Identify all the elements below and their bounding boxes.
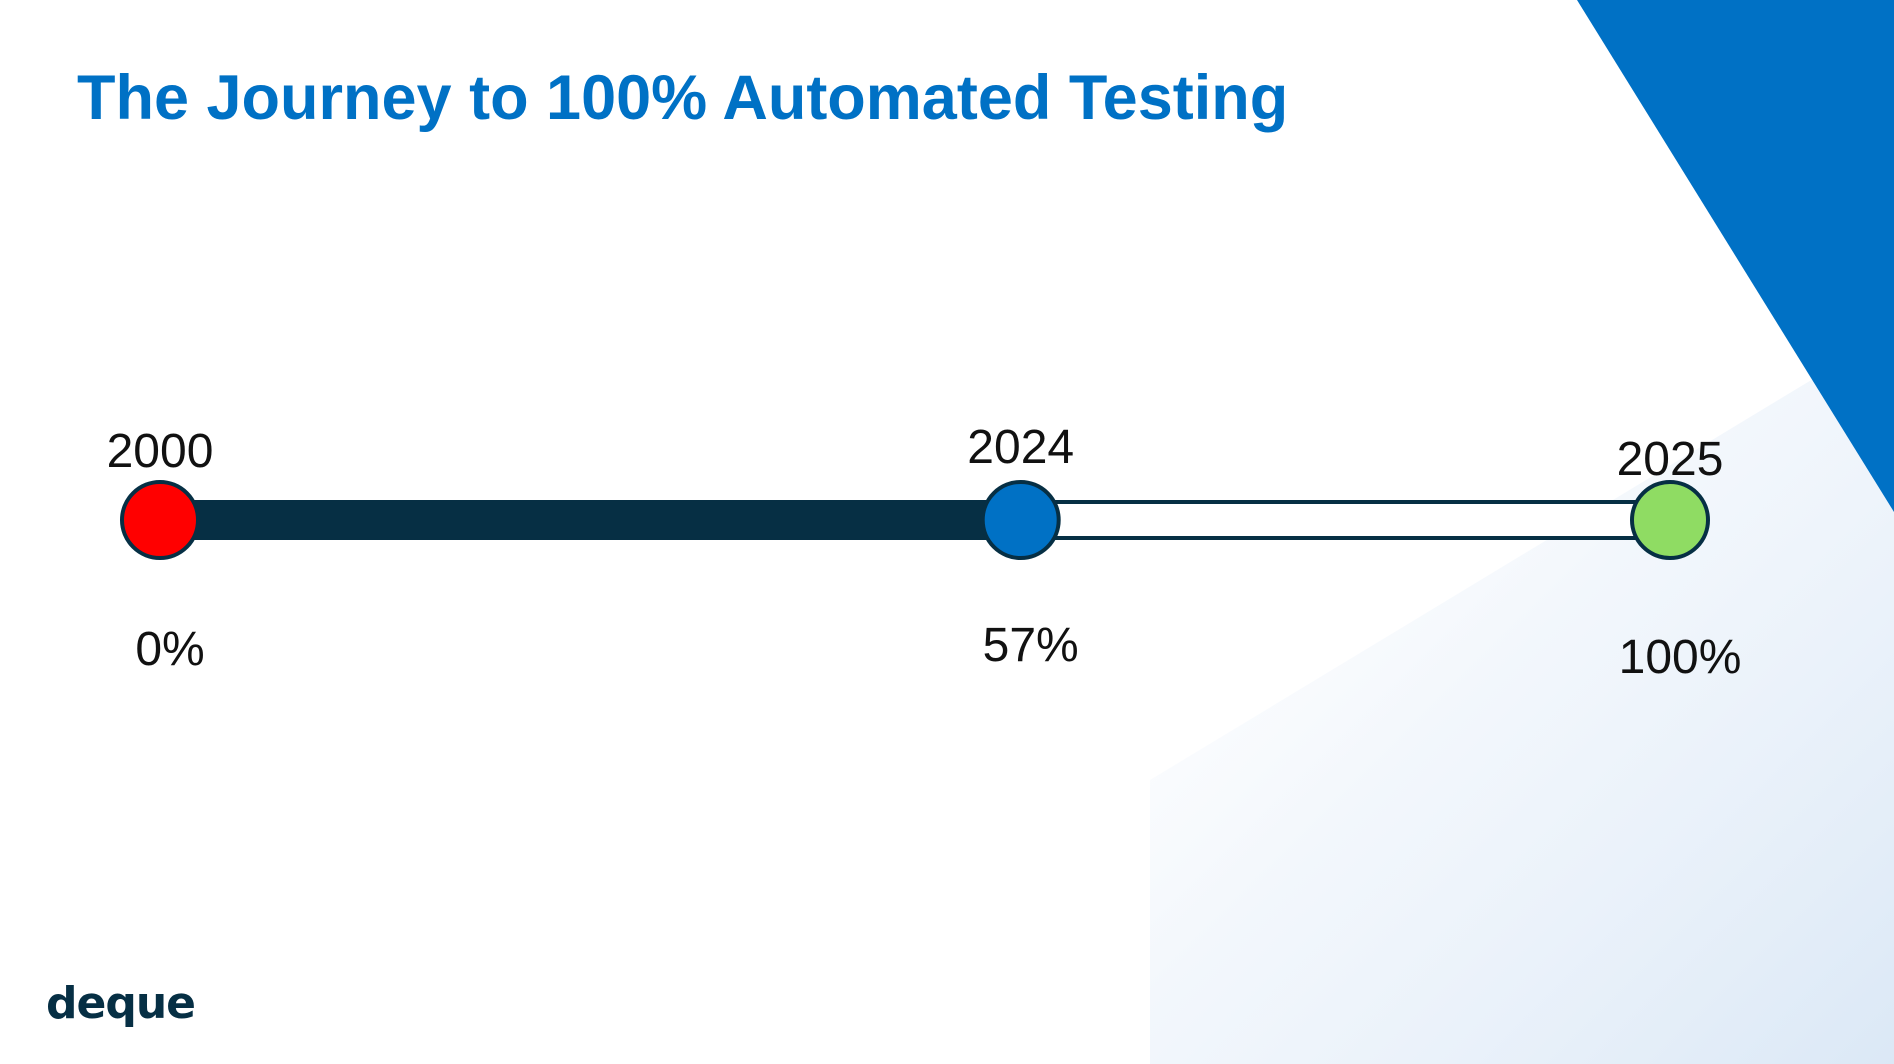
deque-logo: deque xyxy=(46,978,196,1032)
milestone-marker-2000 xyxy=(120,480,200,560)
milestone-percent-2025: 100% xyxy=(1618,631,1742,684)
logo-text: deque xyxy=(46,982,195,1029)
milestone-year-2000: 2000 xyxy=(106,425,214,478)
milestone-year-2024: 2024 xyxy=(967,421,1075,474)
milestone-year-2025: 2025 xyxy=(1616,433,1724,486)
corner-accent-triangle xyxy=(1577,0,1894,512)
milestone-marker-2024 xyxy=(980,480,1061,560)
milestone-percent-2000: 0% xyxy=(135,623,205,676)
milestone-percent-2024: 57% xyxy=(982,619,1079,672)
slide-title: The Journey to 100% Automated Testing xyxy=(77,63,1289,133)
timeline-progress-fill xyxy=(160,502,1021,538)
milestone-marker-2025 xyxy=(1630,480,1710,560)
